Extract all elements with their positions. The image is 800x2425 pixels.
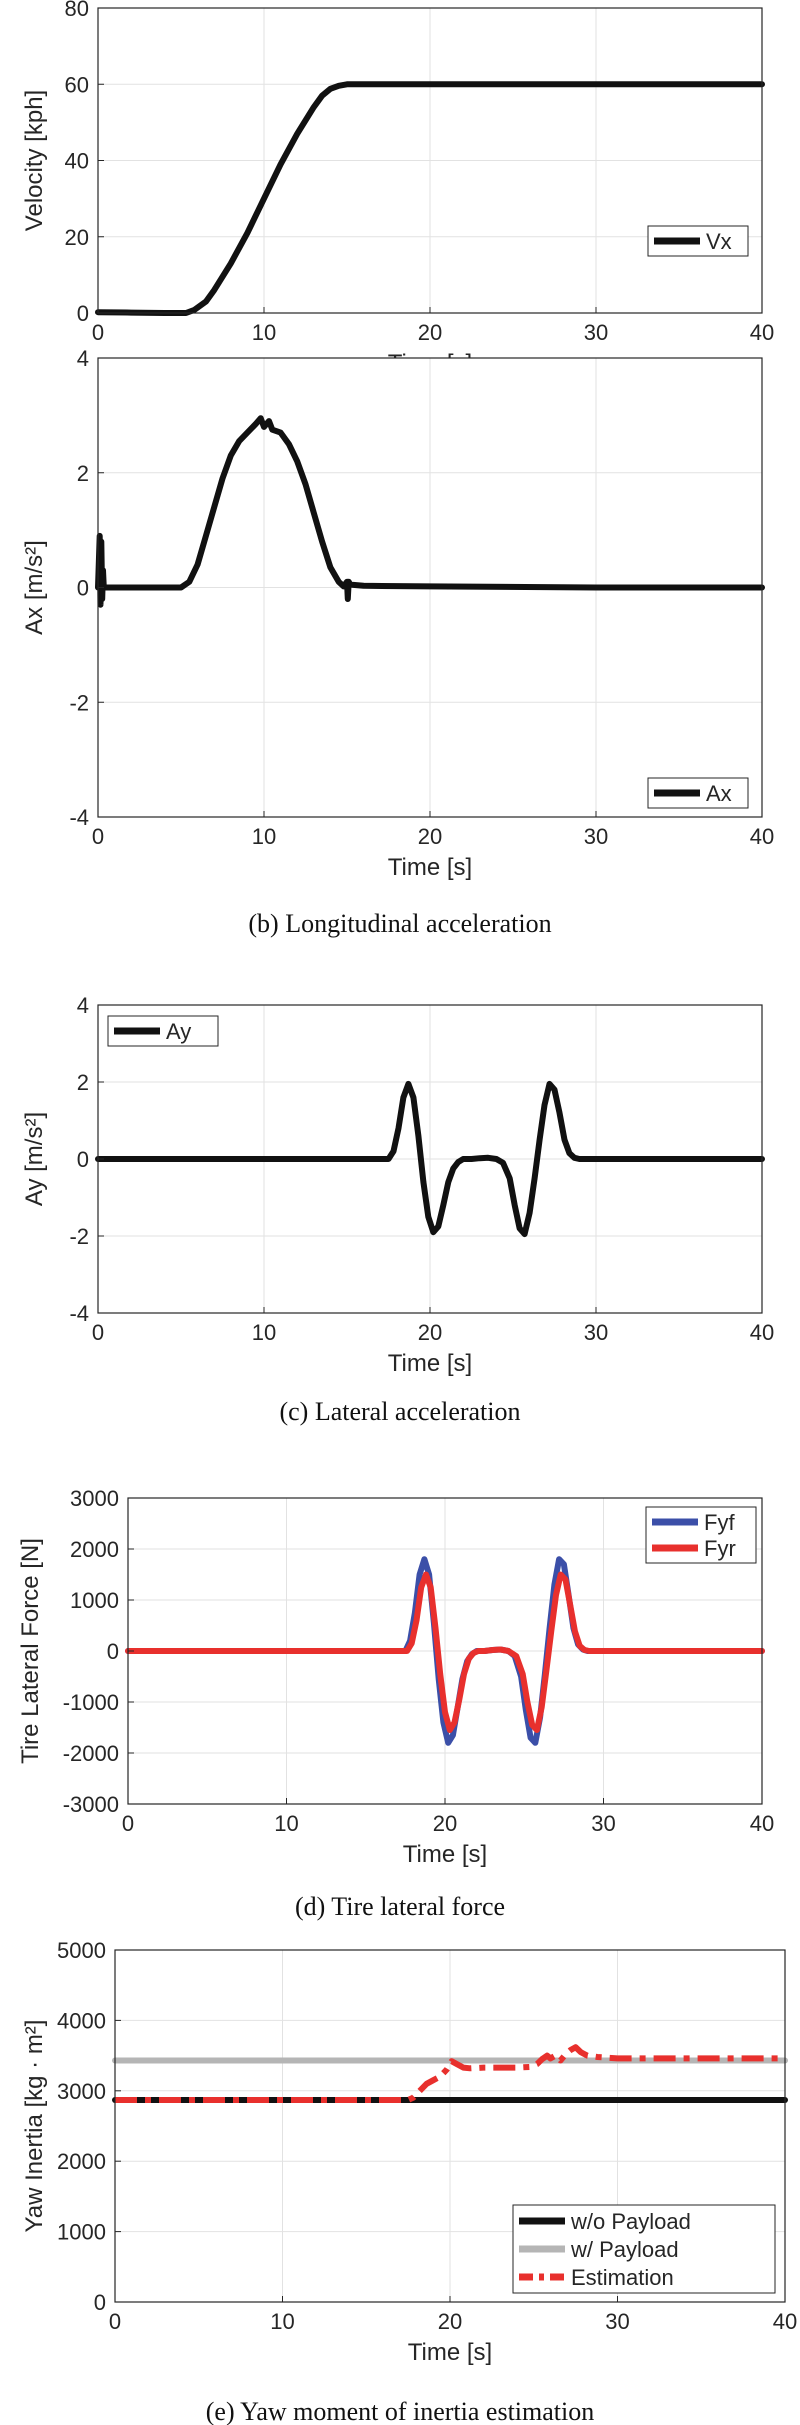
x-tick-label: 40 <box>750 320 774 345</box>
x-axis-label: Time [s] <box>388 1350 472 1377</box>
x-tick-label: 10 <box>252 320 276 345</box>
legend: w/o Payload w/ Payload Estimation <box>512 2204 776 2294</box>
legend-label: Fyr <box>704 1536 736 1561</box>
x-axis-label: Time [s] <box>388 854 472 881</box>
y-axis-label: Yaw Inertia [kg · m²] <box>21 2020 48 2233</box>
x-tick-label: 20 <box>418 824 442 849</box>
y-tick-label: -2000 <box>63 1741 119 1766</box>
x-tick-label: 10 <box>270 2309 294 2334</box>
legend: Vx <box>647 225 749 257</box>
series-line-ay <box>95 1080 765 1238</box>
x-tick-label: 20 <box>433 1811 457 1836</box>
figure-caption: (e) Yaw moment of inertia estimation <box>206 2397 594 2425</box>
y-tick-label: 0 <box>77 576 89 601</box>
chart-5: 0 10 20 30 40 0 1000 2000 3000 4000 5000 Time [s] Ya… <box>21 1938 797 2425</box>
y-tick-label: -4 <box>69 1301 89 1326</box>
x-tick-label: 10 <box>252 824 276 849</box>
legend-label: Fyf <box>704 1510 735 1535</box>
y-tick-label: 0 <box>94 2290 106 2315</box>
y-axis-label: Tire Lateral Force [N] <box>17 1538 44 1764</box>
x-tick-label: 0 <box>92 320 104 345</box>
chart-4: 0 10 20 30 40 -3000 -2000 -1000 0 1000 2000 3000 Tim… <box>17 1486 774 1921</box>
y-tick-label: -2 <box>69 690 89 715</box>
x-tick-label: 10 <box>252 1320 276 1345</box>
legend-box <box>645 1506 757 1564</box>
x-tick-label: 30 <box>605 2309 629 2334</box>
figure-caption: (c) Lateral acceleration <box>279 1397 520 1426</box>
x-tick-label: 30 <box>591 1811 615 1836</box>
x-axis-label: Time [s] <box>403 1841 487 1868</box>
legend-label: w/o Payload <box>570 2209 691 2234</box>
y-axis-label: Ay [m/s²] <box>21 1112 48 1206</box>
y-tick-label: 5000 <box>57 1938 106 1963</box>
y-tick-label: -1000 <box>63 1690 119 1715</box>
chart-2: 0 10 20 30 40 -4 -2 0 2 4 Time [s] Ax [m/s²] Ax (b) L… <box>21 346 774 938</box>
y-axis-label: Velocity [kph] <box>21 90 48 231</box>
legend-label: Vx <box>706 229 732 254</box>
y-tick-label: 3000 <box>70 1486 119 1511</box>
legend-label: Ax <box>706 781 732 806</box>
y-tick-label: 3000 <box>57 2079 106 2104</box>
y-tick-label: 1000 <box>57 2220 106 2245</box>
x-tick-label: 40 <box>750 824 774 849</box>
series-line-estimation <box>115 2044 785 2103</box>
x-tick-label: 30 <box>584 1320 608 1345</box>
x-axis-label: Time [s] <box>408 2339 492 2366</box>
x-tick-label: 40 <box>750 1320 774 1345</box>
x-tick-label: 40 <box>773 2309 797 2334</box>
y-tick-label: 2000 <box>57 2149 106 2174</box>
y-tick-label: 0 <box>107 1639 119 1664</box>
series-line-vx <box>95 81 765 316</box>
y-tick-label: 1000 <box>70 1588 119 1613</box>
x-tick-label: 0 <box>92 1320 104 1345</box>
figure-caption: (d) Tire lateral force <box>295 1892 505 1921</box>
legend-label: Estimation <box>571 2265 674 2290</box>
y-tick-label: 0 <box>77 1147 89 1172</box>
x-tick-label: 20 <box>438 2309 462 2334</box>
y-tick-label: 4000 <box>57 2008 106 2033</box>
y-tick-label: 4 <box>77 993 89 1018</box>
y-tick-label: 2 <box>77 1070 89 1095</box>
legend-label: w/ Payload <box>570 2237 679 2262</box>
chart-1: 010203040020406080Time [s]Velocity [kph]… <box>21 0 774 431</box>
y-tick-label: 4 <box>77 346 89 371</box>
y-tick-label: 2000 <box>70 1537 119 1562</box>
series-line-fyr <box>125 1571 765 1733</box>
y-tick-label: -4 <box>69 805 89 830</box>
y-tick-label: 40 <box>65 149 89 174</box>
x-tick-label: 30 <box>584 824 608 849</box>
y-tick-label: 0 <box>77 301 89 326</box>
legend-label: Ay <box>166 1019 191 1044</box>
y-tick-label: 2 <box>77 461 89 486</box>
x-tick-label: 20 <box>418 320 442 345</box>
legend: Ay <box>107 1015 219 1047</box>
y-tick-label: -3000 <box>63 1792 119 1817</box>
x-tick-label: 10 <box>274 1811 298 1836</box>
y-tick-label: -2 <box>69 1224 89 1249</box>
y-tick-label: 20 <box>65 225 89 250</box>
x-tick-label: 40 <box>750 1811 774 1836</box>
x-tick-label: 0 <box>109 2309 121 2334</box>
y-tick-label: 60 <box>65 72 89 97</box>
legend: Ax <box>647 777 749 809</box>
x-tick-label: 0 <box>92 824 104 849</box>
x-tick-label: 20 <box>418 1320 442 1345</box>
y-tick-label: 80 <box>65 0 89 21</box>
x-tick-label: 30 <box>584 320 608 345</box>
x-tick-label: 0 <box>122 1811 134 1836</box>
series-line-ax <box>95 415 765 608</box>
figure-caption: (b) Longitudinal acceleration <box>248 909 551 938</box>
chart-3: 0 10 20 30 40 -4 -2 0 2 4 Time [s] Ay [m/s²] Ay (c) L… <box>21 993 774 1426</box>
y-axis-label: Ax [m/s²] <box>21 540 48 635</box>
